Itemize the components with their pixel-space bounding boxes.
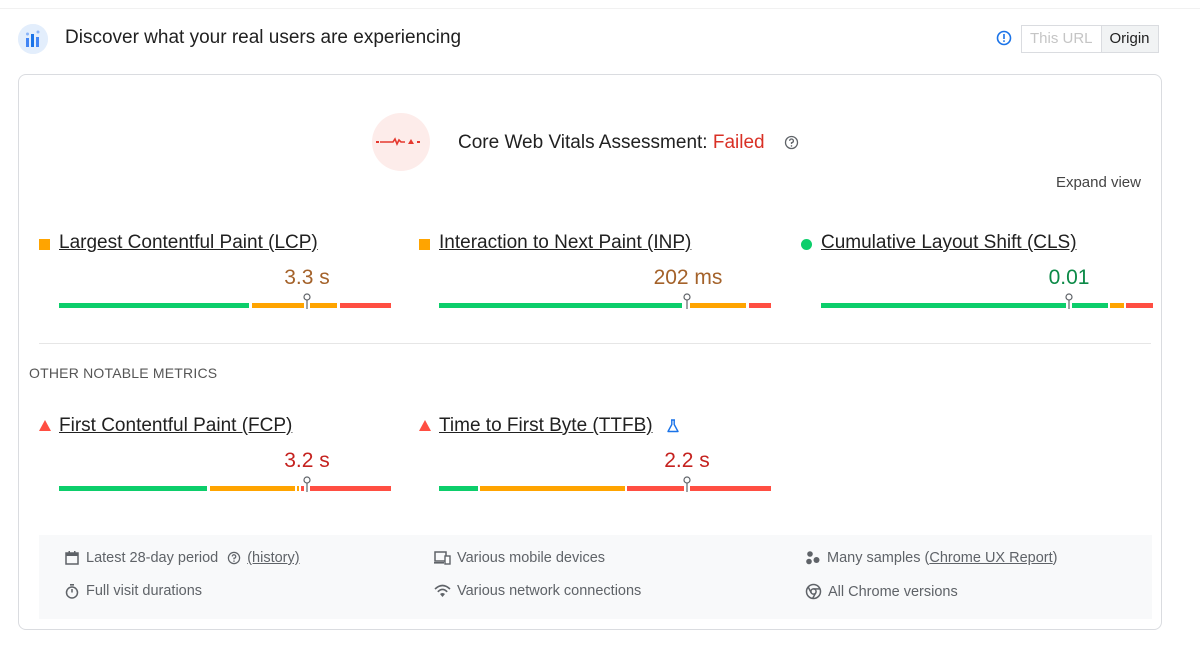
metric-cls-distribution-bar bbox=[821, 293, 1153, 309]
metric-ttfb: Time to First Byte (TTFB) 2.2 s bbox=[419, 415, 771, 495]
history-link[interactable]: (history) bbox=[247, 550, 300, 566]
percentile-marker-icon bbox=[303, 476, 311, 492]
help-icon[interactable] bbox=[227, 551, 241, 565]
percentile-marker-icon bbox=[683, 476, 691, 492]
sample-source: Many samples (Chrome UX Report) bbox=[805, 550, 1057, 566]
metric-fcp: First Contentful Paint (FCP) 3.2 s bbox=[39, 415, 391, 495]
samples-prefix: Many samples ( bbox=[827, 550, 930, 566]
other-metrics-heading: OTHER NOTABLE METRICS bbox=[29, 365, 218, 381]
wifi-icon bbox=[434, 584, 451, 597]
calendar-icon bbox=[65, 551, 79, 565]
metric-lcp-name[interactable]: Largest Contentful Paint (LCP) bbox=[59, 232, 318, 253]
network-coverage: Various network connections bbox=[434, 583, 641, 599]
percentile-marker-icon bbox=[303, 293, 311, 309]
chrome-icon bbox=[805, 583, 822, 600]
metric-lcp-distribution-bar bbox=[59, 293, 391, 309]
help-icon[interactable] bbox=[784, 135, 799, 150]
metric-ttfb-distribution-bar bbox=[439, 476, 771, 492]
field-data-card: Core Web Vitals Assessment: Failed Expan… bbox=[18, 74, 1162, 630]
metric-inp-distribution-bar bbox=[439, 293, 771, 309]
users-icon bbox=[806, 551, 820, 565]
metric-inp: Interaction to Next Paint (INP) 202 ms bbox=[419, 232, 771, 312]
samples-suffix: ) bbox=[1052, 550, 1058, 566]
devices-icon bbox=[434, 551, 451, 565]
chrome-label: All Chrome versions bbox=[828, 583, 958, 600]
good-circle-icon bbox=[801, 239, 812, 250]
collection-period: Latest 28-day period (history) bbox=[64, 550, 300, 566]
visits-label: Full visit durations bbox=[86, 583, 203, 599]
metric-inp-name[interactable]: Interaction to Next Paint (INP) bbox=[439, 232, 692, 253]
poor-triangle-icon bbox=[39, 420, 51, 431]
flask-icon[interactable] bbox=[666, 419, 680, 433]
section-title: Discover what your real users are experi… bbox=[65, 27, 462, 48]
assessment-label: Core Web Vitals Assessment: bbox=[458, 132, 708, 153]
stopwatch-icon bbox=[65, 584, 79, 599]
this-url-button[interactable]: This URL bbox=[1022, 26, 1102, 52]
failed-badge-icon bbox=[372, 113, 430, 171]
period-label: Latest 28-day period bbox=[86, 550, 219, 566]
metric-lcp: Largest Contentful Paint (LCP) 3.3 s bbox=[39, 232, 391, 312]
origin-button[interactable]: Origin bbox=[1101, 26, 1158, 52]
cwv-assessment: Core Web Vitals Assessment: Failed bbox=[372, 113, 852, 173]
visit-durations: Full visit durations bbox=[64, 583, 202, 599]
metric-ttfb-value: 2.2 s bbox=[664, 449, 710, 472]
metric-inp-value: 202 ms bbox=[653, 266, 723, 289]
average-square-icon bbox=[39, 239, 50, 250]
data-source-footer: Latest 28-day period (history) Full visi… bbox=[39, 535, 1152, 619]
metric-cls-name[interactable]: Cumulative Layout Shift (CLS) bbox=[821, 232, 1077, 253]
average-square-icon bbox=[419, 239, 430, 250]
section-divider bbox=[39, 343, 1151, 344]
assessment-status: Failed bbox=[712, 132, 765, 153]
percentile-marker-icon bbox=[1065, 293, 1073, 309]
chrome-ux-report-link[interactable]: Chrome UX Report bbox=[929, 550, 1053, 566]
metric-cls: Cumulative Layout Shift (CLS) 0.01 bbox=[801, 232, 1153, 312]
chrome-versions: All Chrome versions bbox=[805, 583, 958, 600]
info-icon[interactable] bbox=[996, 30, 1012, 46]
crux-logo-icon bbox=[18, 24, 48, 54]
percentile-marker-icon bbox=[683, 293, 691, 309]
metric-lcp-value: 3.3 s bbox=[284, 266, 330, 289]
metric-fcp-name[interactable]: First Contentful Paint (FCP) bbox=[59, 415, 293, 436]
network-label: Various network connections bbox=[457, 583, 642, 599]
device-coverage: Various mobile devices bbox=[434, 550, 605, 566]
metric-cls-value: 0.01 bbox=[1048, 266, 1090, 289]
expand-view-button[interactable]: Expand view bbox=[1055, 174, 1141, 191]
devices-label: Various mobile devices bbox=[457, 550, 606, 566]
page-header: Discover what your real users are experi… bbox=[18, 22, 1163, 56]
url-origin-toggle: This URL Origin bbox=[1021, 25, 1159, 53]
assessment-text: Core Web Vitals Assessment: Failed bbox=[458, 132, 765, 154]
metric-fcp-distribution-bar bbox=[59, 476, 391, 492]
metric-fcp-value: 3.2 s bbox=[284, 449, 330, 472]
poor-triangle-icon bbox=[419, 420, 431, 431]
metric-ttfb-name[interactable]: Time to First Byte (TTFB) bbox=[439, 415, 653, 436]
top-border bbox=[0, 8, 1200, 9]
